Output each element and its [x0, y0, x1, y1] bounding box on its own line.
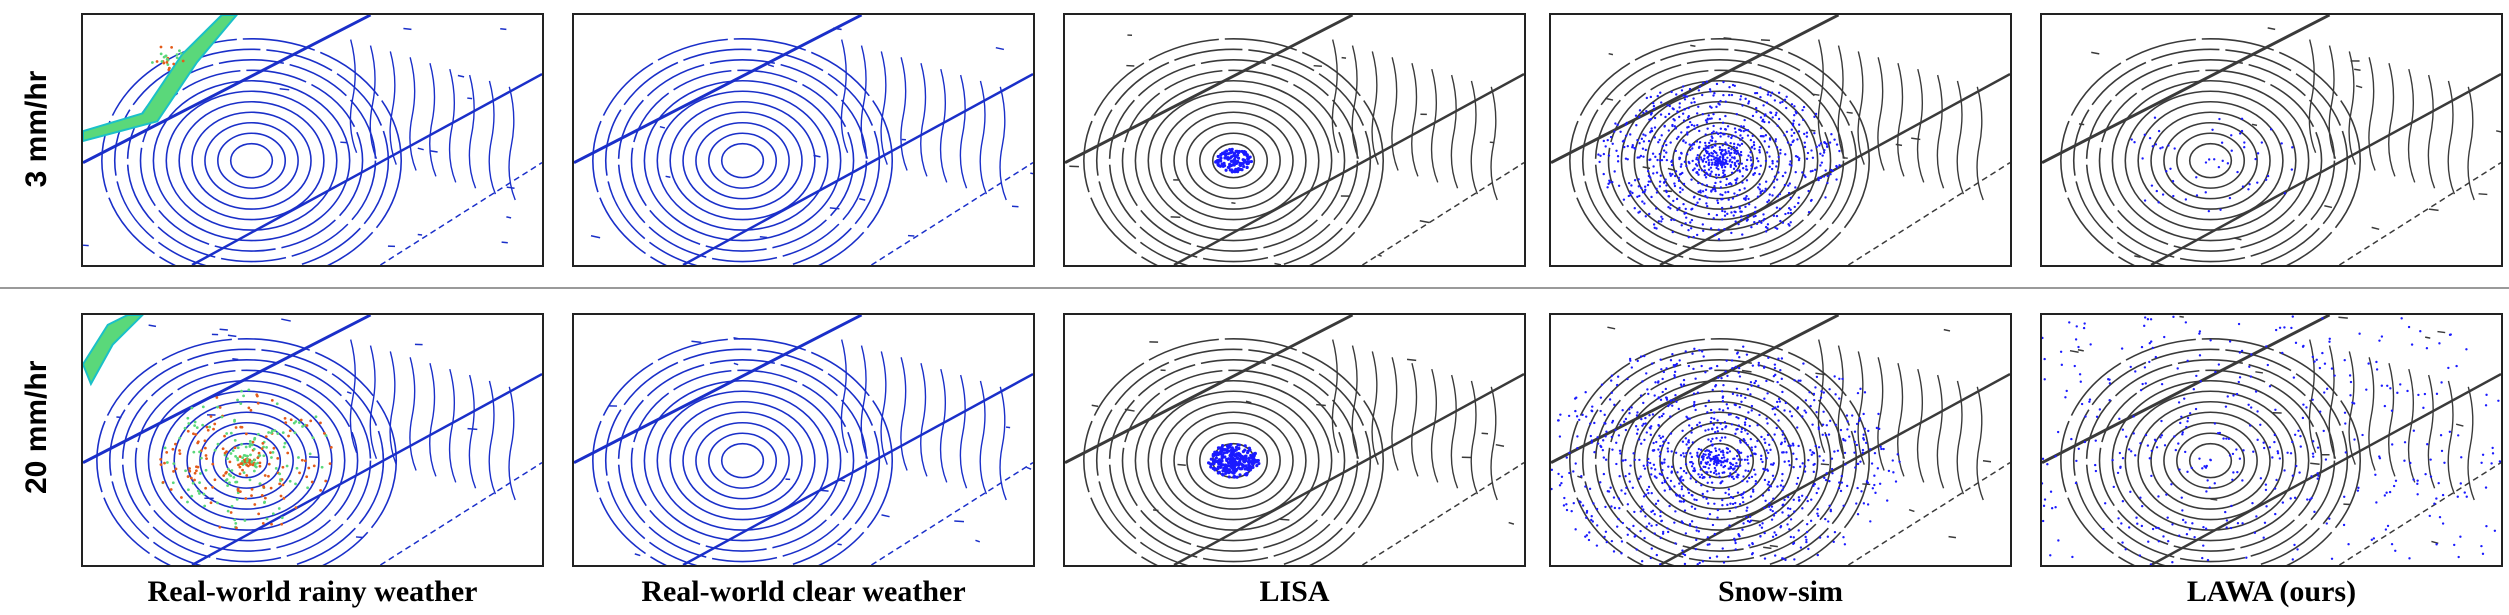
pointcloud-panel — [2040, 313, 2503, 567]
pointcloud-image — [1551, 15, 2010, 265]
pointcloud-panel — [81, 313, 544, 567]
column-label-clear: Real-world clear weather — [641, 575, 966, 608]
pointcloud-image — [2042, 315, 2501, 565]
pointcloud-image — [1551, 315, 2010, 565]
column-label-lawa: LAWA (ours) — [2186, 575, 2357, 608]
pointcloud-panel — [1063, 13, 1526, 267]
pointcloud-panel — [572, 13, 1035, 267]
pointcloud-panel — [1549, 13, 2012, 267]
pointcloud-image — [1065, 15, 1524, 265]
pointcloud-panel — [2040, 13, 2503, 267]
pointcloud-image — [574, 15, 1033, 265]
row-separator — [0, 287, 2509, 289]
column-label-snowsim: Snow-sim — [1717, 575, 1844, 608]
column-label-rainy: Real-world rainy weather — [147, 575, 478, 608]
pointcloud-image — [1065, 315, 1524, 565]
pointcloud-panel — [1063, 313, 1526, 567]
column-label-lisa: LISA — [1259, 575, 1330, 608]
row-label-20mm: 20 mm/hr — [20, 360, 53, 494]
pointcloud-image — [83, 15, 542, 265]
pointcloud-panel — [1549, 313, 2012, 567]
row-label-3mm: 3 mm/hr — [20, 70, 53, 188]
pointcloud-panel — [81, 13, 544, 267]
pointcloud-image — [2042, 15, 2501, 265]
pointcloud-panel — [572, 313, 1035, 567]
pointcloud-image — [83, 315, 542, 565]
pointcloud-image — [574, 315, 1033, 565]
